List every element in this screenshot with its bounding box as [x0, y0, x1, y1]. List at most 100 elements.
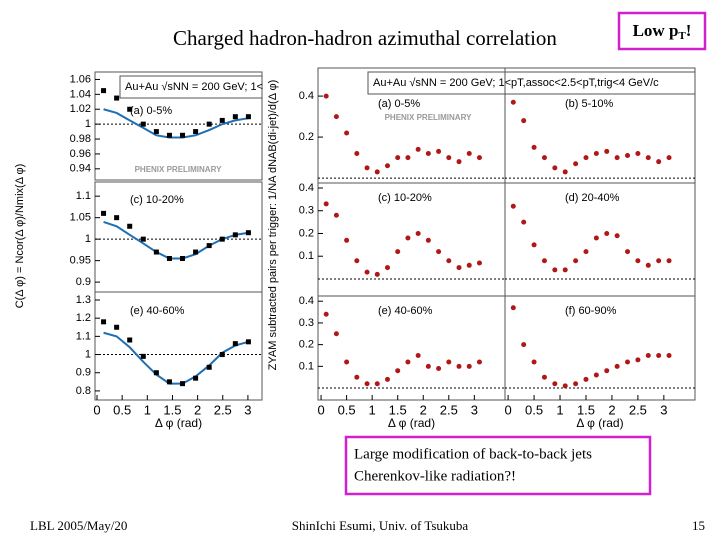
- data-point: [604, 368, 610, 374]
- x-tick-label: 3: [660, 402, 667, 417]
- y-tick-label: 0.96: [70, 148, 91, 160]
- data-point: [114, 324, 120, 330]
- panel-label: (e) 40-60%: [378, 305, 433, 317]
- panel-label: (e) 40-60%: [130, 305, 185, 317]
- data-point: [323, 201, 329, 207]
- data-point: [625, 153, 631, 159]
- data-point: [573, 161, 579, 167]
- data-point: [395, 155, 401, 161]
- footer-center: ShinIchi Esumi, Univ. of Tsukuba: [292, 518, 469, 533]
- fit-curve: [103, 331, 249, 385]
- data-point: [456, 265, 462, 271]
- y-tick-label: 1.1: [76, 330, 91, 342]
- data-point: [552, 267, 558, 273]
- data-point: [180, 381, 186, 387]
- x-tick-label: 1: [144, 402, 151, 417]
- data-point: [101, 319, 107, 325]
- data-point: [531, 144, 537, 150]
- y-tick-label: 1: [85, 233, 91, 245]
- y-tick-label: 0.2: [299, 339, 314, 351]
- panel-label: (f) 60-90%: [565, 305, 617, 317]
- y-tick-label: 1.05: [70, 212, 91, 224]
- panel-frame: [94, 291, 263, 401]
- panel-label: (a) 0-5%: [130, 105, 172, 117]
- y-axis-label: C(Δ φ) = Ncor(Δ φ)/Nmix(Δ φ): [14, 164, 26, 309]
- y-tick-label: 1.04: [70, 88, 91, 100]
- data-point: [232, 341, 238, 347]
- data-point: [166, 379, 172, 385]
- data-point: [625, 249, 631, 255]
- watermark: PHENIX PRELIMINARY: [135, 165, 222, 174]
- y-tick-label: 1.2: [76, 312, 91, 324]
- data-point: [656, 159, 662, 165]
- data-point: [206, 364, 212, 370]
- x-axis-label: Δ φ (rad): [388, 416, 435, 430]
- data-point: [101, 88, 107, 94]
- data-point: [384, 265, 390, 271]
- data-point: [521, 118, 527, 124]
- y-tick-label: 0.8: [76, 385, 91, 397]
- data-point: [245, 230, 251, 236]
- x-tick-label: 0: [504, 402, 511, 417]
- data-point: [436, 366, 442, 372]
- data-point: [333, 331, 339, 337]
- data-point: [510, 99, 516, 105]
- data-point: [140, 353, 146, 359]
- y-tick-label: 0.9: [76, 367, 91, 379]
- data-point: [573, 258, 579, 264]
- data-point: [656, 352, 662, 358]
- data-point: [206, 243, 212, 249]
- data-point: [573, 381, 579, 387]
- data-point: [415, 146, 421, 152]
- y-tick-label: 1.1: [76, 190, 91, 202]
- data-point: [415, 230, 421, 236]
- data-point: [466, 262, 472, 268]
- y-tick-label: 1: [85, 118, 91, 130]
- data-point: [521, 342, 527, 348]
- x-tick-label: 1.5: [389, 402, 407, 417]
- x-tick-label: 1: [556, 402, 563, 417]
- page-number: 15: [692, 518, 705, 533]
- data-point: [193, 129, 199, 135]
- data-point: [446, 155, 452, 161]
- data-point: [153, 370, 159, 376]
- data-point: [541, 258, 547, 264]
- slide-title: Charged hadron-hadron azimuthal correlat…: [173, 26, 557, 50]
- data-point: [456, 159, 462, 165]
- y-tick-label: 1.3: [76, 294, 91, 306]
- data-point: [344, 130, 350, 136]
- data-point: [593, 150, 599, 156]
- x-tick-label: 0: [93, 402, 100, 417]
- data-point: [374, 169, 380, 175]
- data-point: [446, 359, 452, 365]
- data-point: [323, 311, 329, 317]
- data-point: [344, 237, 350, 243]
- data-point: [593, 235, 599, 241]
- message-line: Cherenkov-like radiation?!: [354, 468, 516, 484]
- y-tick-label: 0.95: [70, 255, 91, 267]
- data-point: [140, 236, 146, 242]
- panel-frame: [94, 71, 263, 181]
- x-tick-label: 3: [244, 402, 251, 417]
- data-point: [127, 223, 133, 229]
- y-tick-label: 0.98: [70, 133, 91, 145]
- data-point: [219, 352, 225, 358]
- data-point: [415, 352, 421, 358]
- y-tick-label: 0.9: [76, 276, 91, 288]
- data-point: [476, 359, 482, 365]
- badge-sub: T: [678, 30, 686, 42]
- data-point: [593, 372, 599, 378]
- data-point: [666, 258, 672, 264]
- data-point: [635, 150, 641, 156]
- data-point: [193, 249, 199, 255]
- x-tick-label: 0: [317, 402, 324, 417]
- data-point: [645, 262, 651, 268]
- data-point: [456, 363, 462, 369]
- y-tick-label: 0.4: [299, 295, 314, 307]
- data-point: [476, 155, 482, 161]
- badge: Low pT!: [633, 21, 692, 42]
- panel-label: (d) 20-40%: [565, 192, 620, 204]
- data-point: [466, 363, 472, 369]
- data-point: [127, 106, 133, 112]
- y-tick-label: 0.3: [299, 317, 314, 329]
